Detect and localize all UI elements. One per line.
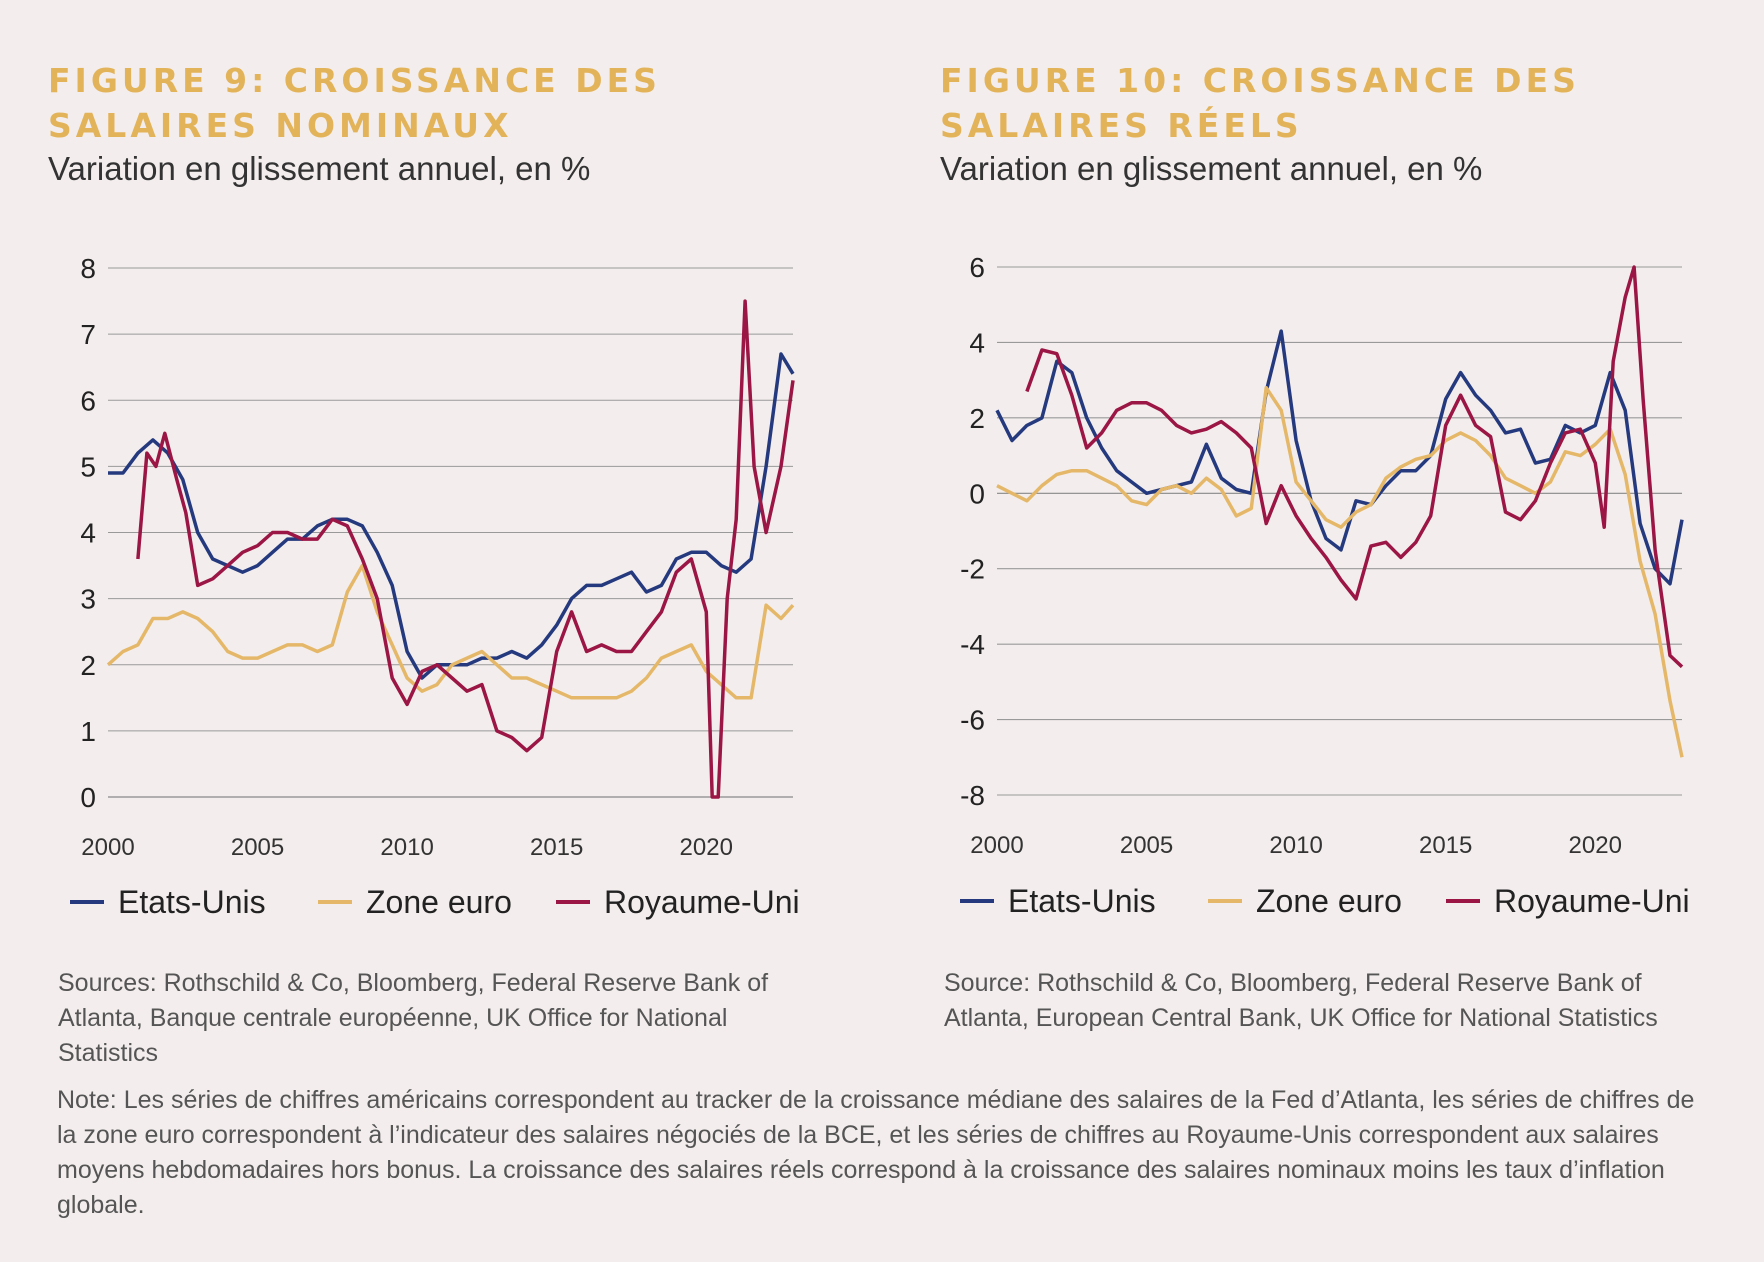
figure-9: FIGURE 9: CROISSANCE DES SALAIRES NOMINA… (0, 0, 860, 1000)
legend-label: Zone euro (1256, 883, 1402, 919)
legend-label: Etats-Unis (1008, 883, 1156, 919)
x-tick-label: 2020 (1569, 832, 1622, 859)
y-tick-label: 6 (969, 252, 985, 283)
figure-9-source: Sources: Rothschild & Co, Bloomberg, Fed… (58, 969, 769, 1067)
y-tick-label: 8 (80, 253, 96, 284)
y-tick-label: -8 (960, 780, 985, 811)
figure-9-title: FIGURE 9: CROISSANCE DES SALAIRES NOMINA… (48, 61, 661, 145)
y-tick-label: 1 (80, 716, 96, 747)
series-line-etats-unis (995, 329, 1684, 586)
x-tick-label: 2015 (530, 834, 583, 861)
x-tick-label: 2005 (231, 834, 284, 861)
y-tick-label: 3 (80, 584, 96, 615)
legend-label: Royaume-Uni (1494, 883, 1690, 919)
x-tick-label: 2000 (81, 834, 134, 861)
y-tick-label: 2 (969, 403, 985, 434)
x-tick-label: 2005 (1120, 832, 1173, 859)
y-tick-label: 0 (969, 478, 985, 509)
figure-10-chart: -8 -6 -4 -2 0 2 4 6 2000 2005 2010 2015 2020 Etats-Un… (960, 252, 1690, 919)
figure-9-chart: 0 1 2 3 4 5 6 7 8 2000 2005 2010 2015 2020 Etats-Unis Z… (70, 253, 800, 920)
y-tick-label: 7 (80, 319, 96, 350)
x-tick-label: 2010 (1269, 832, 1322, 859)
footnote: Note: Les séries de chiffres américains … (57, 1086, 1695, 1219)
y-tick-label: -6 (960, 705, 985, 736)
figure-10-subtitle: Variation en glissement annuel, en % (940, 150, 1483, 187)
series-line-zone-euro (106, 563, 795, 700)
series-line-royaume-uni (136, 299, 795, 799)
series-line-zone-euro (996, 385, 1684, 758)
x-tick-label: 2020 (680, 834, 733, 861)
series-line-royaume-uni (1025, 265, 1684, 669)
x-tick-label: 2000 (970, 832, 1023, 859)
y-tick-label: 0 (80, 782, 96, 813)
legend-label: Zone euro (366, 884, 512, 920)
figure-10: FIGURE 10: CROISSANCE DES SALAIRES RÉELS… (890, 0, 1750, 1000)
x-tick-label: 2015 (1419, 832, 1472, 859)
legend-label: Etats-Unis (118, 884, 266, 920)
legend-label: Royaume-Uni (604, 884, 800, 920)
figure-9-subtitle: Variation en glissement annuel, en % (48, 150, 591, 187)
y-tick-label: 2 (80, 650, 96, 681)
figure-10-source: Source: Rothschild & Co, Bloomberg, Fede… (944, 969, 1658, 1032)
x-tick-label: 2010 (380, 834, 433, 861)
y-tick-label: 5 (80, 451, 96, 482)
figure-10-title: FIGURE 10: CROISSANCE DES SALAIRES RÉELS (940, 61, 1580, 145)
y-tick-label: 6 (80, 385, 96, 416)
y-tick-label: 4 (80, 518, 96, 549)
y-tick-label: 4 (969, 327, 985, 358)
y-tick-label: -4 (960, 629, 985, 660)
y-tick-label: -2 (960, 554, 985, 585)
